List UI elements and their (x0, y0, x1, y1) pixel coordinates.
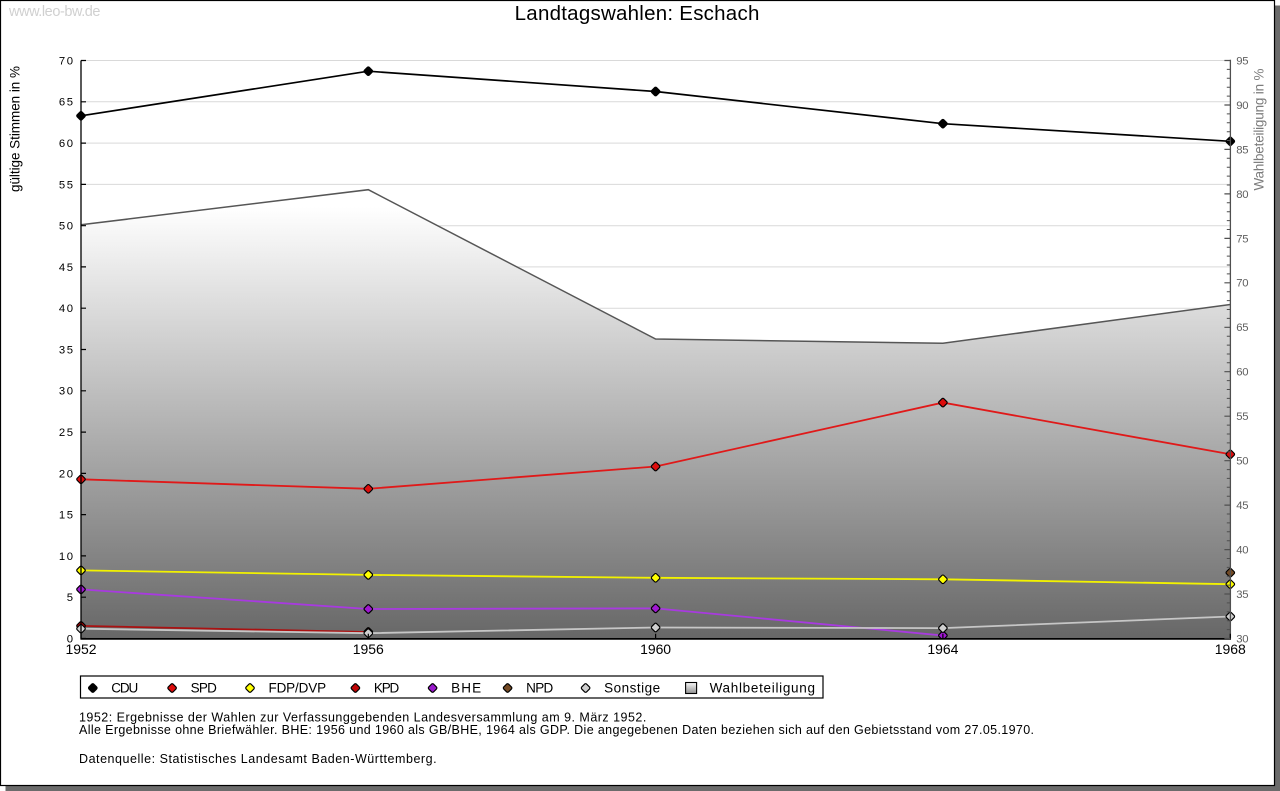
svg-text:65: 65 (1236, 322, 1248, 334)
svg-text:1952: Ergebnisse der Wahlen zu: 1952: Ergebnisse der Wahlen zur Verfassu… (79, 711, 646, 725)
svg-text:60: 60 (1236, 367, 1248, 379)
svg-text:50: 50 (59, 221, 73, 233)
svg-text:75: 75 (1236, 233, 1248, 245)
svg-text:1956: 1956 (353, 641, 384, 657)
svg-text:50: 50 (1236, 456, 1248, 468)
svg-text:NPD: NPD (526, 681, 553, 696)
svg-text:Wahlbeteiligung in %: Wahlbeteiligung in % (1252, 69, 1267, 191)
svg-text:90: 90 (1236, 100, 1248, 112)
svg-text:45: 45 (1236, 500, 1248, 512)
svg-text:Wahlbeteiligung: Wahlbeteiligung (710, 681, 815, 696)
svg-text:30: 30 (59, 386, 73, 398)
svg-text:65: 65 (59, 97, 73, 109)
svg-text:1960: 1960 (640, 641, 671, 657)
svg-text:60: 60 (59, 138, 73, 150)
svg-text:55: 55 (1236, 411, 1248, 423)
svg-text:70: 70 (59, 55, 73, 67)
svg-text:20: 20 (59, 468, 73, 480)
svg-text:Alle Ergebnisse ohne Briefwähl: Alle Ergebnisse ohne Briefwähler. BHE: 1… (79, 723, 1034, 737)
svg-text:85: 85 (1236, 144, 1248, 156)
svg-text:40: 40 (59, 303, 73, 315)
svg-text:45: 45 (59, 262, 73, 274)
svg-text:80: 80 (1236, 189, 1248, 201)
svg-text:SPD: SPD (191, 681, 218, 696)
svg-text:70: 70 (1236, 278, 1248, 290)
svg-text:Datenquelle: Statistisches Lan: Datenquelle: Statistisches Landesamt Bad… (79, 752, 437, 766)
svg-text:1968: 1968 (1215, 641, 1246, 657)
svg-text:BHE: BHE (451, 681, 481, 696)
svg-text:Landtagswahlen: Eschach: Landtagswahlen: Eschach (515, 2, 760, 25)
svg-text:55: 55 (59, 179, 73, 191)
svg-text:40: 40 (1236, 545, 1248, 557)
svg-text:25: 25 (59, 427, 73, 439)
svg-text:CDU: CDU (111, 681, 138, 696)
svg-text:10: 10 (59, 551, 73, 563)
svg-text:Sonstige: Sonstige (604, 681, 660, 696)
svg-text:5: 5 (67, 592, 73, 604)
svg-text:15: 15 (59, 510, 73, 522)
svg-text:KPD: KPD (374, 681, 400, 696)
svg-text:0: 0 (67, 633, 73, 645)
svg-text:1952: 1952 (66, 641, 97, 657)
svg-text:gültige Stimmen in %: gültige Stimmen in % (8, 66, 23, 192)
svg-text:FDP/DVP: FDP/DVP (269, 681, 327, 696)
svg-text:35: 35 (59, 344, 73, 356)
svg-text:1964: 1964 (927, 641, 958, 657)
svg-text:30: 30 (1236, 633, 1248, 645)
svg-text:www.leo-bw.de: www.leo-bw.de (8, 4, 101, 20)
svg-text:95: 95 (1236, 55, 1248, 67)
svg-text:35: 35 (1236, 589, 1248, 601)
